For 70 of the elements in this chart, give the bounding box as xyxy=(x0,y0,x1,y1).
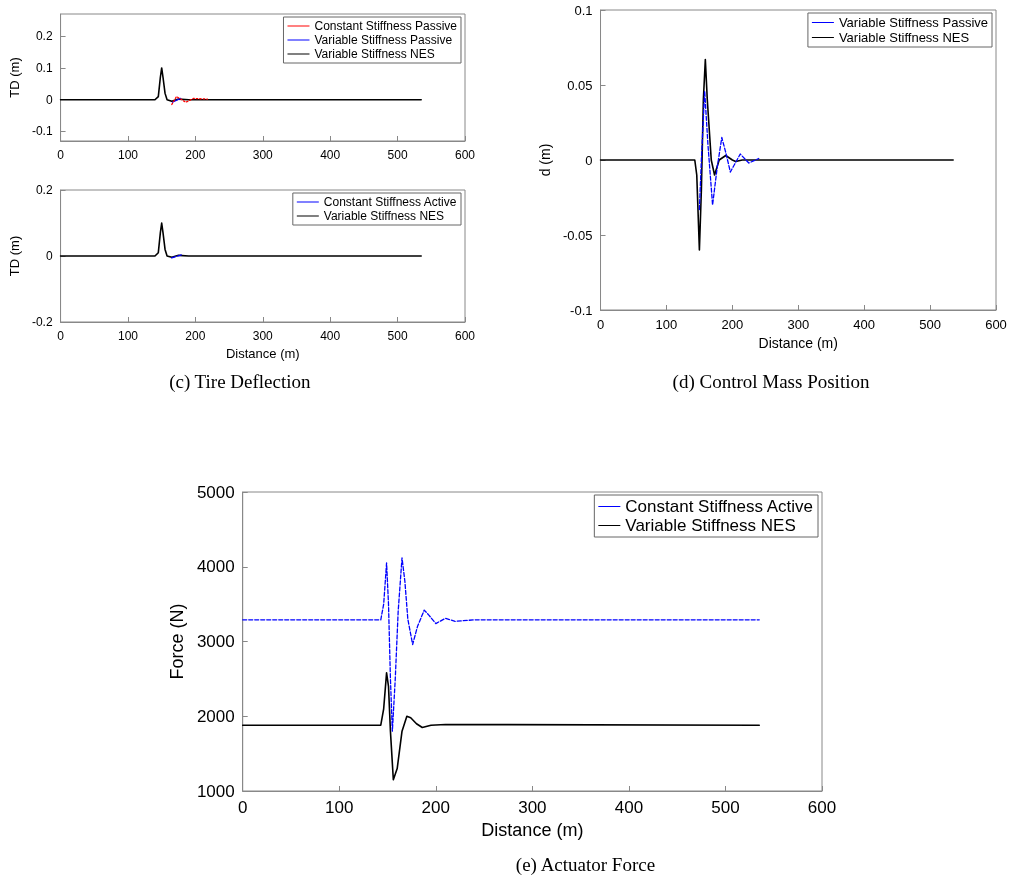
y-tick-label: 5000 xyxy=(196,482,235,502)
legend-label: Variable Stiffness Passive xyxy=(838,15,988,30)
legend-label: Variable Stiffness NES xyxy=(314,47,435,61)
legend-label: Constant Stiffness Active xyxy=(625,497,814,516)
x-tick-label: 300 xyxy=(518,798,547,817)
x-tick-label: 300 xyxy=(252,329,274,343)
text: (c) Tire Deflection xyxy=(169,371,312,393)
x-tick-label: 600 xyxy=(454,329,476,343)
x-tick-label: 400 xyxy=(614,798,644,817)
x-tick-label: 200 xyxy=(185,329,206,343)
y-tick-label: 0 xyxy=(45,249,53,263)
y-axis-title: TD (m) xyxy=(7,57,22,98)
line-series xyxy=(241,672,761,781)
x-tick-label: 400 xyxy=(320,148,341,162)
x-tick-label: 200 xyxy=(421,798,450,817)
text: (d) Control Mass Position xyxy=(672,371,870,393)
x-tick-label: 100 xyxy=(117,148,139,162)
y-axis-title: Force (N) xyxy=(167,603,187,680)
x-tick-label: 600 xyxy=(454,148,476,162)
x-tick-label: 500 xyxy=(919,317,941,332)
x-axis-title: Distance (m) xyxy=(758,334,838,351)
legend-label: Variable Stiffness NES xyxy=(323,209,445,223)
y-tick-label: 1000 xyxy=(196,781,235,801)
y-tick-label: 0.1 xyxy=(574,2,593,18)
x-tick-label: 600 xyxy=(807,798,837,817)
line-series xyxy=(59,67,422,103)
y-tick-label: 0.2 xyxy=(35,29,53,44)
x-tick-label: 0 xyxy=(596,317,605,332)
y-tick-label: 3000 xyxy=(196,632,235,651)
text: (e) Actuator Force xyxy=(515,854,656,876)
line-series xyxy=(242,557,760,732)
x-tick-label: 500 xyxy=(387,329,408,343)
y-tick-label: 0.1 xyxy=(35,60,53,75)
x-tick-label: 400 xyxy=(320,329,341,343)
x-axis-title: Distance (m) xyxy=(225,345,300,361)
x-tick-label: 100 xyxy=(117,329,139,343)
line-series xyxy=(171,95,209,106)
x-tick-label: 0 xyxy=(57,148,65,162)
x-tick-label: 500 xyxy=(711,798,740,817)
x-tick-label: 500 xyxy=(387,148,408,162)
y-tick-label: -0.05 xyxy=(562,227,593,243)
y-tick-label: -0.1 xyxy=(31,124,53,139)
x-tick-label: 0 xyxy=(237,798,248,817)
x-tick-label: 200 xyxy=(185,148,206,162)
line-series xyxy=(59,222,422,259)
y-tick-label: 2000 xyxy=(196,706,235,726)
y-axis-title: d (m) xyxy=(537,143,553,177)
x-tick-label: 400 xyxy=(853,317,876,332)
y-axis-title: TD (m) xyxy=(7,235,22,277)
y-tick-label: 4000 xyxy=(196,557,235,577)
y-tick-label: -0.1 xyxy=(570,302,593,318)
legend-label: Variable Stiffness NES xyxy=(838,30,970,45)
legend-label: Constant Stiffness Active xyxy=(323,195,457,209)
x-tick-label: 300 xyxy=(252,148,274,162)
x-tick-label: 0 xyxy=(57,329,65,343)
line-series xyxy=(698,90,760,211)
x-tick-label: 200 xyxy=(721,317,744,332)
x-axis-title: Distance (m) xyxy=(481,819,584,840)
x-tick-label: 300 xyxy=(787,317,810,332)
line-series xyxy=(599,58,954,251)
x-tick-label: 100 xyxy=(655,317,678,332)
y-tick-label: -0.2 xyxy=(31,315,53,329)
legend-label: Variable Stiffness NES xyxy=(625,516,796,535)
x-tick-label: 600 xyxy=(985,317,1007,332)
legend-label: Variable Stiffness Passive xyxy=(314,33,453,47)
x-tick-label: 100 xyxy=(325,798,354,817)
y-tick-label: 0.2 xyxy=(35,183,53,197)
y-tick-label: 0.05 xyxy=(567,77,593,93)
legend-label: Constant Stiffness Passive xyxy=(314,19,458,33)
y-tick-label: 0 xyxy=(45,92,53,107)
